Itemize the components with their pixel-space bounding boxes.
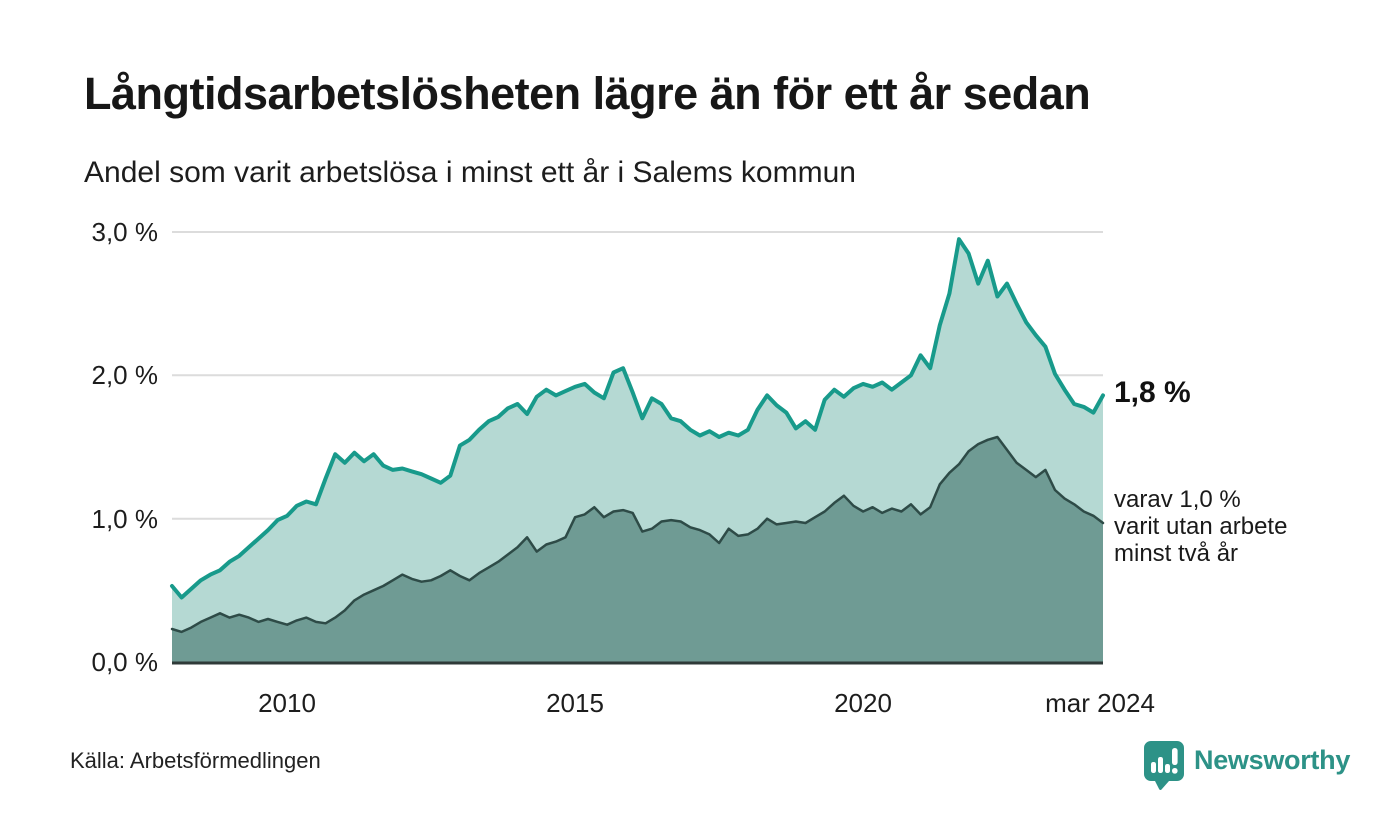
x-axis-tick-2020: 2020: [834, 688, 892, 718]
total-line: [170, 237, 1105, 600]
y-axis-tick-2: 2,0 %: [91, 360, 159, 390]
annotation-line-2: varit utan arbete: [1114, 513, 1288, 540]
end-value-label-total: 1,8 %: [1114, 376, 1191, 409]
newsworthy-wordmark: Newsworthy: [1194, 744, 1351, 775]
chart-subtitle: Andel som varit arbetslösa i minst ett å…: [84, 156, 856, 189]
x-axis-tick-mar-2024: mar 2024: [1045, 688, 1155, 718]
two-plus-line: [170, 435, 1105, 634]
x-axis-tick-2015: 2015: [546, 688, 604, 718]
newsworthy-logo: Newsworthy: [1143, 740, 1350, 790]
y-axis-tick-1: 1,0 %: [91, 504, 159, 534]
source-note: Källa: Arbetsförmedlingen: [70, 748, 321, 773]
page-title: Långtidsarbetslösheten lägre än för ett …: [84, 68, 1091, 119]
end-value-label-two-plus: varav 1,0 % varit utan arbete minst två …: [1114, 486, 1287, 567]
annotation-line-1: varav 1,0 %: [1114, 486, 1241, 513]
y-axis-tick-0: 0,0 %: [91, 647, 159, 677]
newsworthy-pin-icon: [1144, 741, 1184, 790]
y-axis-tick-3: 3,0 %: [91, 217, 159, 247]
two-plus-area: [172, 437, 1103, 662]
annotation-line-3: minst två år: [1114, 540, 1239, 567]
x-axis-tick-2010: 2010: [258, 688, 316, 718]
